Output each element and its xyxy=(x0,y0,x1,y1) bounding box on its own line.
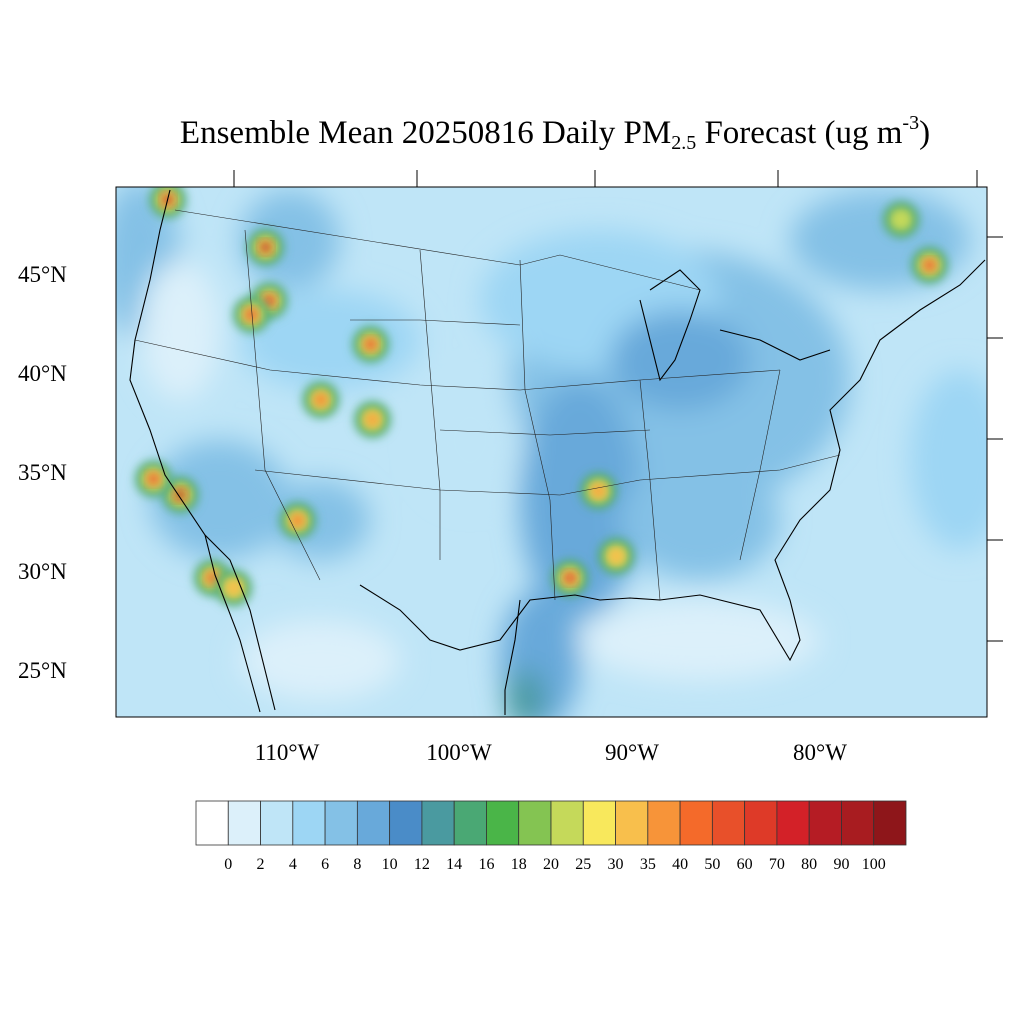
lat-label: 35°N xyxy=(18,460,67,485)
colorbar-swatch xyxy=(744,800,778,846)
colorbar-swatch xyxy=(647,800,681,846)
pm25-hotspot xyxy=(247,229,284,266)
pm25-hotspot xyxy=(552,559,589,596)
axis-ticks xyxy=(233,170,1003,642)
pm25-hotspot xyxy=(598,538,635,575)
lat-label: 40°N xyxy=(18,361,67,386)
map-field xyxy=(116,187,987,717)
lat-label: 25°N xyxy=(18,658,67,683)
colorbar-swatch xyxy=(486,800,520,846)
colorbar-label: 16 xyxy=(478,856,495,873)
map-frame xyxy=(115,186,988,718)
colorbar-swatch xyxy=(615,800,649,846)
colorbar-swatch xyxy=(518,800,552,846)
colorbar-swatch xyxy=(227,800,261,846)
pm25-hotspot xyxy=(580,472,617,509)
colorbar-label: 18 xyxy=(510,856,527,873)
colorbar-label: 8 xyxy=(353,856,362,873)
colorbar-swatch xyxy=(679,800,713,846)
colorbar-label: 25 xyxy=(575,856,592,873)
pm25-hotspot xyxy=(233,296,270,333)
colorbar-label: 70 xyxy=(768,856,785,873)
colorbar-label: 4 xyxy=(288,856,297,873)
lat-label: 45°N xyxy=(18,262,67,287)
state-boundaries xyxy=(134,209,841,601)
colorbar-swatch xyxy=(873,800,907,846)
colorbar-label: 14 xyxy=(446,856,463,873)
title-units: Forecast (ug m xyxy=(696,115,903,151)
colorbar-swatch xyxy=(808,800,842,846)
coastlines xyxy=(129,189,986,715)
colorbar xyxy=(195,800,907,846)
colorbar-label: 2 xyxy=(256,856,265,873)
colorbar-label: 35 xyxy=(639,856,656,873)
title-end: ) xyxy=(919,115,931,151)
colorbar-swatch xyxy=(260,800,294,846)
lon-label: 90°W xyxy=(605,740,659,765)
colorbar-swatch xyxy=(453,800,487,846)
pm25-hotspot xyxy=(883,201,920,238)
lon-label: 110°W xyxy=(254,740,320,765)
title-subscript: 2.5 xyxy=(671,132,697,154)
colorbar-swatch xyxy=(711,800,746,846)
colorbar-label: 20 xyxy=(543,856,559,873)
colorbar-swatch xyxy=(550,800,584,846)
colorbar-swatch xyxy=(776,800,810,846)
colorbar-label: 30 xyxy=(607,856,624,873)
pm25-hotspot xyxy=(302,381,339,418)
colorbar-swatch xyxy=(421,800,455,846)
title-main: Ensemble Mean 20250816 Daily PM xyxy=(179,115,672,151)
pm25-hotspot xyxy=(911,247,948,284)
title-superscript: -3 xyxy=(902,112,920,134)
colorbar-swatch xyxy=(324,800,358,846)
colorbar-swatch xyxy=(195,800,229,846)
colorbar-swatch xyxy=(841,800,875,846)
pm25-hotspot xyxy=(135,460,172,497)
colorbar-swatch xyxy=(389,800,423,846)
colorbar-swatch xyxy=(292,800,326,846)
pm25-hotspot xyxy=(354,401,391,438)
map-title: Ensemble Mean 20250816 Daily PM2.5 Forec… xyxy=(0,112,1024,155)
pm25-hotspot xyxy=(215,569,252,606)
colorbar-label: 90 xyxy=(833,856,850,873)
lat-label: 30°N xyxy=(18,559,67,584)
colorbar-label: 40 xyxy=(672,856,689,873)
colorbar-swatch xyxy=(582,800,616,846)
colorbar-label: 10 xyxy=(381,856,398,873)
hotspot-layer xyxy=(135,187,948,606)
colorbar-label: 0 xyxy=(224,856,233,873)
lon-label: 80°W xyxy=(793,740,847,765)
lon-label: 100°W xyxy=(426,740,492,765)
colorbar-swatch xyxy=(356,800,391,846)
colorbar-label: 80 xyxy=(801,856,818,873)
pm25-hotspot xyxy=(279,502,316,539)
colorbar-label: 12 xyxy=(413,856,430,873)
colorbar-label: 6 xyxy=(321,856,330,873)
colorbar-label: 60 xyxy=(736,856,753,873)
pm25-hotspot xyxy=(352,326,389,363)
pm25-hotspot xyxy=(162,476,199,513)
colorbar-label: 100 xyxy=(861,856,886,873)
concentration-field xyxy=(116,187,987,717)
colorbar-label: 50 xyxy=(704,856,721,873)
